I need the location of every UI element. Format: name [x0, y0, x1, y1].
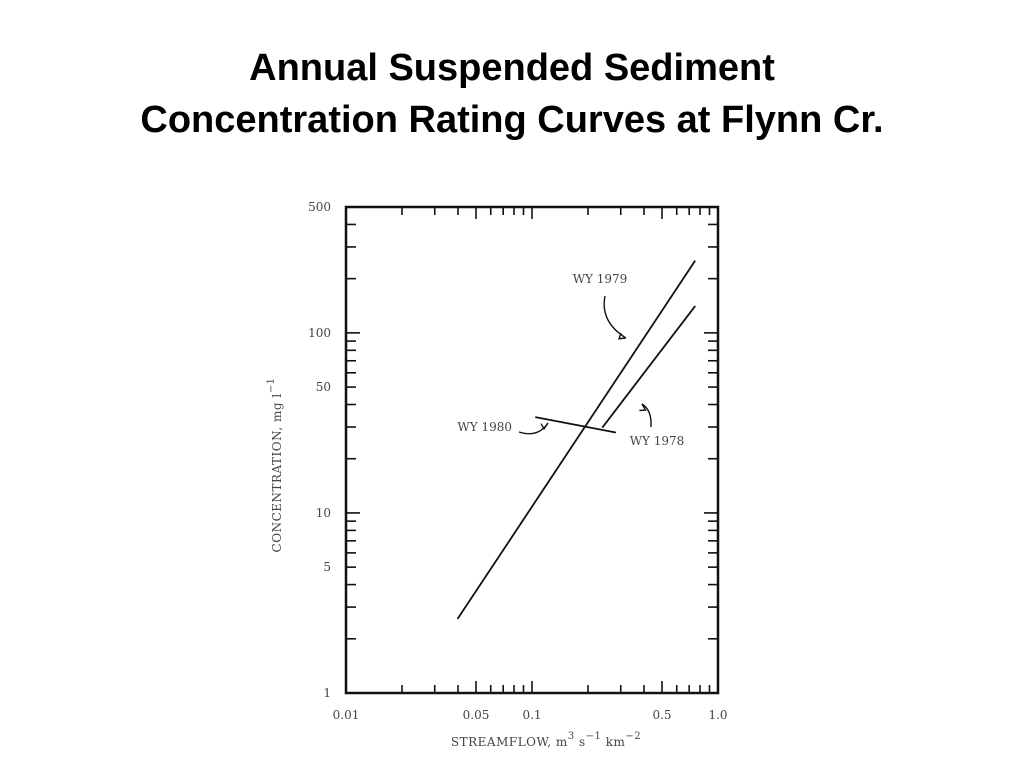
y-tick-label: 100: [308, 326, 331, 340]
annotation-arrowhead-wy-1978: [639, 403, 647, 412]
y-tick-label: 10: [316, 506, 331, 520]
plot-frame: [344, 205, 720, 695]
x-tick-label: 0.05: [463, 708, 490, 722]
slide-title-line-2: Concentration Rating Curves at Flynn Cr.: [140, 99, 884, 141]
data-series: [457, 260, 696, 620]
axis-ticks: [345, 206, 719, 694]
series-line-wy-1980: [535, 416, 617, 434]
y-axis-label: CONCENTRATION, mg l−1: [266, 378, 284, 553]
annotation-label-wy-1978: WY 1978: [630, 434, 685, 448]
annotation-arrowhead-wy-1980: [540, 422, 549, 431]
x-tick-label: 0.01: [333, 708, 360, 722]
annotation-label-wy-1979: WY 1979: [573, 272, 628, 286]
slide-title-line-1: Annual Suspended Sediment: [249, 47, 775, 89]
y-tick-label: 50: [316, 380, 331, 394]
annotation-arrow-wy-1978: [641, 403, 652, 428]
series-annotations: WY 1979 WY 1978 WY 1980: [457, 272, 684, 448]
x-tick-label: 1.0: [708, 708, 727, 722]
x-tick-label: 0.1: [522, 708, 541, 722]
annotation-label-wy-1980: WY 1980: [457, 420, 512, 434]
x-axis-label: STREAMFLOW, m3 s−1 km−2: [451, 731, 641, 749]
axis-tick-labels: 0.01 0.05 0.1 0.5 1.0 1 5 10 50 100 500: [308, 200, 727, 722]
y-tick-label: 5: [323, 560, 331, 574]
annotation-arrow-wy-1979: [603, 295, 627, 339]
y-tick-label: 500: [308, 200, 331, 214]
x-tick-label: 0.5: [652, 708, 671, 722]
slide-title: Annual Suspended Sediment Concentration …: [0, 42, 1024, 146]
annotation-arrowhead-wy-1979: [618, 332, 627, 340]
y-tick-label: 1: [323, 686, 331, 700]
series-line-wy-1978: [601, 305, 696, 428]
series-line-wy-1979: [457, 260, 696, 620]
